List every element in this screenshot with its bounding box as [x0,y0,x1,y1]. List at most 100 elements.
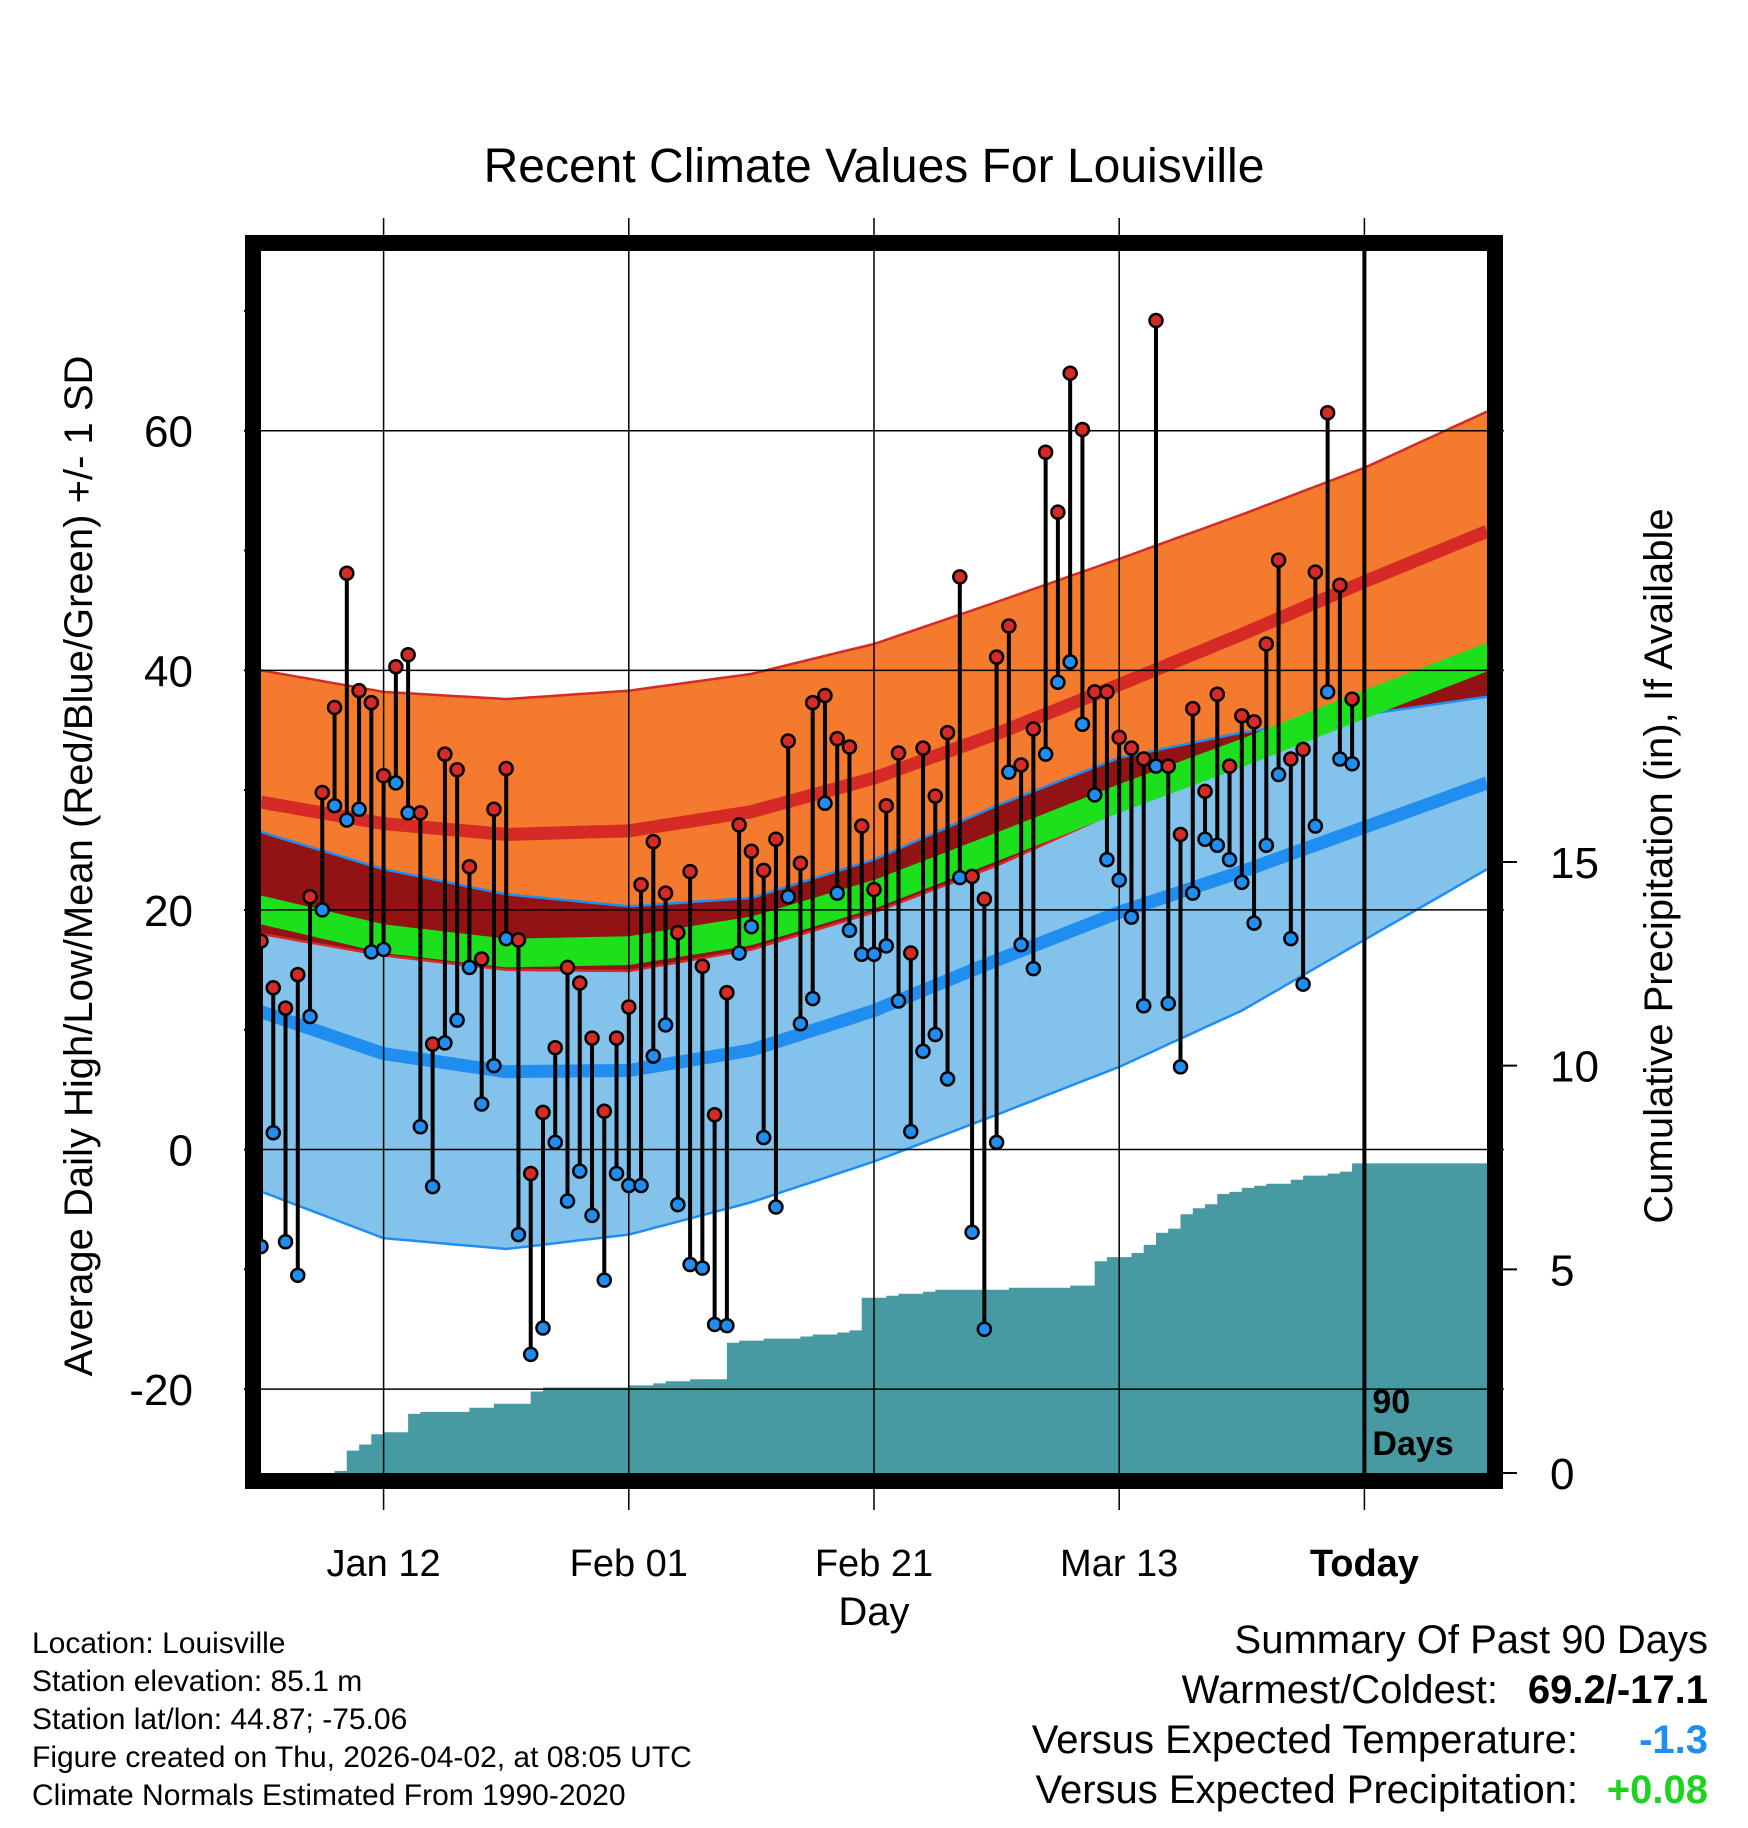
low-point-day-54 [915,1043,931,1060]
x-tick-label-1: Feb 01 [570,1543,688,1585]
daily-dots [253,312,1360,1363]
high-point-day-21 [510,932,527,948]
low-point-day-46 [817,795,833,812]
high-point-day-53 [903,945,919,961]
high-point-day-36 [694,958,711,974]
low-point-day-76 [1185,885,1201,901]
low-point-day-66 [1062,654,1078,670]
high-point-day-33 [657,885,674,901]
low-point-day-16 [449,1012,465,1028]
high-point-day-65 [1050,504,1066,520]
low-point-day-75 [1172,1059,1189,1075]
high-point-day-70 [1111,729,1127,746]
high-point-day-40 [743,843,760,859]
daily-stems [259,320,1355,1355]
high-point-day-80 [1234,708,1250,724]
low-point-day-17 [461,959,478,976]
y2-tick-label-1: 5 [1550,1246,1574,1295]
high-point-day-46 [817,687,833,704]
low-point-day-34 [670,1196,686,1213]
low-point-day-62 [1013,936,1029,953]
low-point-day-89 [1344,756,1360,772]
low-point-day-82 [1258,837,1275,853]
today-annotation-line1: 90 [1372,1383,1410,1421]
x-tick-label-2: Feb 21 [815,1543,933,1585]
low-point-day-79 [1221,851,1238,868]
high-point-day-19 [486,801,502,818]
high-point-day-11 [388,658,404,675]
low-point-day-59 [976,1321,993,1337]
low-point-day-14 [424,1178,441,1195]
high-point-day-54 [915,740,931,756]
high-point-day-27 [584,1030,600,1046]
high-point-day-87 [1319,404,1336,421]
high-point-day-42 [768,831,784,847]
y2-tick-label-2: 10 [1550,1043,1599,1092]
info-created: Figure created on Thu, 2026-04-02, at 08… [32,1741,692,1774]
high-point-day-2 [277,1000,294,1016]
high-point-day-75 [1172,826,1189,843]
high-point-day-62 [1013,757,1029,773]
low-point-day-21 [510,1226,527,1243]
high-point-day-57 [952,569,968,585]
low-point-day-80 [1234,874,1250,891]
high-point-day-5 [314,784,331,801]
low-point-day-77 [1197,831,1213,847]
low-point-day-27 [584,1207,600,1224]
x-axis-label: Day [838,1590,909,1634]
high-point-day-79 [1221,758,1238,774]
low-point-day-60 [988,1134,1005,1151]
low-point-day-56 [939,1071,956,1087]
low-point-day-61 [1001,764,1017,780]
high-point-day-41 [755,862,772,879]
low-point-day-8 [351,801,367,818]
summary-precip-value: +0.08 [1606,1768,1708,1812]
high-point-day-3 [290,966,306,983]
low-point-day-48 [841,922,858,939]
low-point-day-71 [1123,909,1140,925]
low-point-day-84 [1283,930,1299,947]
high-point-day-17 [461,859,478,875]
high-point-day-9 [363,694,380,711]
low-point-day-33 [657,1017,674,1033]
summary-title: Summary Of Past 90 Days [1234,1618,1708,1662]
high-point-day-89 [1344,691,1360,707]
low-point-day-63 [1025,960,1042,977]
low-point-day-11 [388,775,404,791]
low-point-day-83 [1270,766,1287,783]
axes: -20 0 20 40 60 0 5 10 15 Jan 12 Feb 01 Feb 21 Mar 13… [129,309,1599,1585]
low-point-day-24 [547,1134,563,1151]
high-point-day-84 [1283,751,1299,767]
high-point-day-38 [719,984,735,1001]
low-point-day-65 [1050,674,1066,691]
low-point-day-40 [743,918,760,935]
summary-precip-label: Versus Expected Precipitation: [1035,1768,1578,1812]
high-point-day-69 [1099,684,1115,700]
high-point-day-37 [706,1107,723,1123]
high-point-day-16 [449,762,465,778]
high-point-day-88 [1332,577,1348,594]
low-point-day-2 [277,1234,294,1250]
low-point-day-38 [719,1317,735,1334]
summary-temp-value: -1.3 [1639,1718,1708,1762]
high-point-day-82 [1258,636,1275,652]
high-point-day-51 [878,797,895,814]
today-annotation-line2: Days [1372,1425,1453,1463]
low-point-day-20 [498,930,514,947]
high-point-day-13 [412,805,429,821]
low-point-day-22 [522,1346,539,1363]
low-point-day-5 [314,902,331,918]
high-point-day-25 [559,959,576,976]
y-tick-label-3: 40 [144,647,193,696]
high-point-day-59 [976,891,993,907]
summary-warmest-value: 69.2/-17.1 [1527,1668,1708,1712]
low-point-day-15 [437,1035,453,1051]
low-point-day-43 [780,888,796,905]
y-tick-label-4: 60 [144,408,193,457]
high-point-day-34 [670,924,686,941]
x-tick-label-4: Today [1310,1543,1419,1585]
info-location: Location: Louisville [32,1627,286,1660]
low-point-day-9 [363,944,380,960]
high-point-day-15 [437,746,453,762]
